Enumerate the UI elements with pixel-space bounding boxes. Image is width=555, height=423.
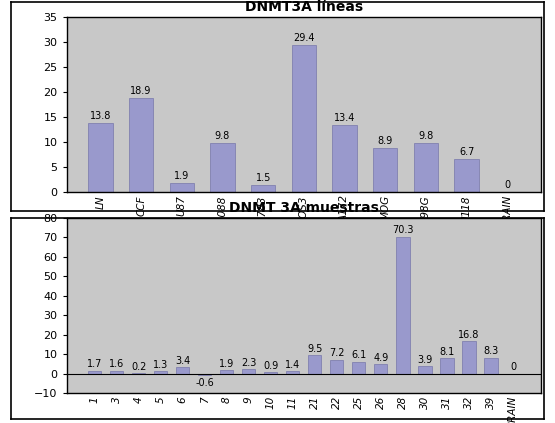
Text: 1.6: 1.6: [109, 359, 124, 369]
Text: 13.4: 13.4: [334, 113, 355, 123]
Bar: [396, 237, 410, 374]
Text: 0.2: 0.2: [131, 362, 147, 372]
Text: -0.6: -0.6: [195, 378, 214, 388]
Text: 1.9: 1.9: [219, 359, 234, 368]
Text: 1.4: 1.4: [285, 360, 300, 370]
Bar: [413, 143, 438, 192]
Bar: [170, 183, 194, 192]
Text: 4.9: 4.9: [374, 353, 388, 363]
Bar: [129, 98, 153, 192]
Text: 3.4: 3.4: [175, 356, 190, 366]
Bar: [485, 358, 497, 374]
Text: 8.3: 8.3: [483, 346, 498, 356]
Text: 1.7: 1.7: [87, 359, 103, 369]
Text: 1.5: 1.5: [255, 173, 271, 183]
Text: 18.9: 18.9: [130, 86, 152, 96]
Bar: [374, 364, 387, 374]
Bar: [220, 370, 234, 374]
Title: DNMT 3A muestras: DNMT 3A muestras: [229, 201, 379, 215]
Bar: [251, 185, 275, 192]
Text: 9.5: 9.5: [307, 344, 322, 354]
Text: 6.1: 6.1: [351, 350, 366, 360]
Bar: [455, 159, 479, 192]
Bar: [330, 360, 344, 374]
Text: 0.9: 0.9: [263, 360, 279, 371]
Text: 16.8: 16.8: [458, 330, 480, 340]
Bar: [373, 148, 397, 192]
Text: 0: 0: [504, 181, 511, 190]
Text: 1.3: 1.3: [153, 360, 168, 370]
Bar: [440, 358, 453, 374]
Text: 6.7: 6.7: [459, 147, 475, 157]
Bar: [352, 362, 366, 374]
Title: DNMT3A líneas: DNMT3A líneas: [245, 0, 363, 14]
Text: 13.8: 13.8: [90, 111, 111, 121]
Bar: [332, 125, 357, 192]
Text: 8.1: 8.1: [440, 346, 455, 357]
Bar: [88, 123, 113, 192]
Bar: [462, 341, 476, 374]
Text: 70.3: 70.3: [392, 225, 413, 235]
Bar: [242, 369, 255, 374]
Text: 9.8: 9.8: [418, 131, 433, 141]
Text: 2.3: 2.3: [241, 358, 256, 368]
Bar: [110, 371, 123, 374]
Text: 3.9: 3.9: [417, 355, 432, 365]
Bar: [418, 366, 432, 374]
Text: 9.8: 9.8: [215, 131, 230, 141]
Bar: [264, 372, 278, 374]
Bar: [308, 355, 321, 374]
Text: 0: 0: [510, 363, 516, 372]
Text: 7.2: 7.2: [329, 348, 345, 358]
Text: 1.9: 1.9: [174, 171, 189, 181]
Bar: [210, 143, 235, 192]
Bar: [292, 45, 316, 192]
Bar: [286, 371, 300, 374]
Bar: [198, 374, 211, 375]
Bar: [176, 367, 189, 374]
Text: 29.4: 29.4: [293, 33, 315, 43]
Bar: [88, 371, 102, 374]
Text: 8.9: 8.9: [377, 136, 393, 146]
Bar: [154, 371, 168, 374]
